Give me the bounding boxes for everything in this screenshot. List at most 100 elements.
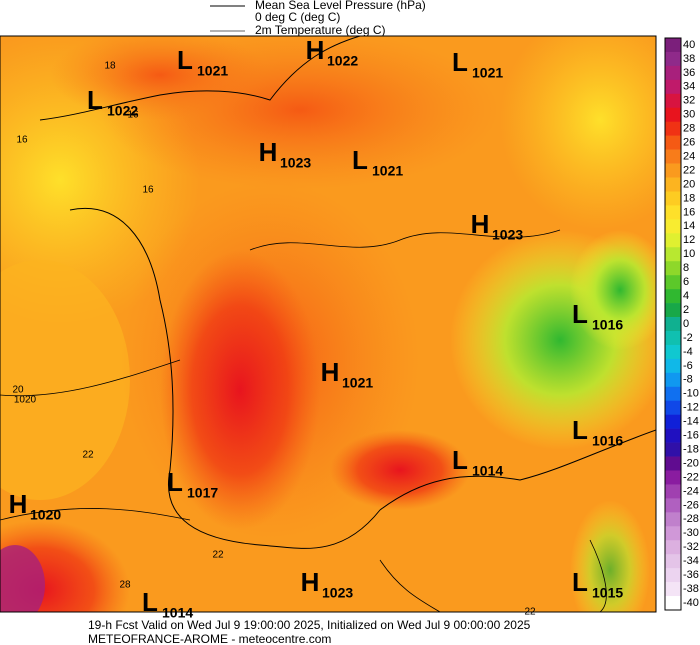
pressure-center: H 1023 xyxy=(259,137,312,171)
colorbar-tick-label: 2 xyxy=(683,304,689,316)
pressure-type: L xyxy=(452,47,468,77)
legend-label: 0 deg C (deg C) xyxy=(255,10,340,24)
pressure-type: L xyxy=(177,45,193,75)
pressure-value: 1021 xyxy=(472,65,503,81)
colorbar-tick-label: -2 xyxy=(683,332,693,344)
pressure-type: H xyxy=(321,357,340,387)
footer-text: 19-h Fcst Valid on Wed Jul 9 19:00:00 20… xyxy=(88,618,531,632)
colorbar-swatch xyxy=(665,93,681,109)
colorbar-tick-label: -10 xyxy=(683,388,699,400)
pressure-center: H 1023 xyxy=(471,209,524,243)
colorbar-tick-label: 28 xyxy=(683,123,695,135)
colorbar-tick-label: -26 xyxy=(683,499,699,511)
pressure-center: L 1021 xyxy=(352,145,403,179)
colorbar-tick-label: -30 xyxy=(683,527,699,539)
pressure-type: H xyxy=(471,209,490,239)
colorbar-tick-label: 36 xyxy=(683,67,695,79)
pressure-value: 1015 xyxy=(592,585,623,601)
colorbar-tick-label: -22 xyxy=(683,471,699,483)
pressure-center: L 1017 xyxy=(167,467,218,501)
colorbar-swatch xyxy=(665,191,681,206)
pressure-value: 1014 xyxy=(472,463,503,479)
colorbar-swatch xyxy=(665,275,681,290)
colorbar-tick-label: 30 xyxy=(683,109,695,121)
pressure-center: L 1021 xyxy=(452,47,503,81)
contour-label: 28 xyxy=(119,580,131,591)
colorbar-swatch xyxy=(665,442,681,457)
colorbar-tick-label: 18 xyxy=(683,192,695,204)
colorbar-tick-label: -14 xyxy=(683,416,699,428)
colorbar-tick-label: 4 xyxy=(683,290,689,302)
colorbar-swatch xyxy=(665,107,681,123)
contour-label: 22 xyxy=(82,450,94,461)
colorbar-frame xyxy=(664,37,682,611)
colorbar-tick-label: -8 xyxy=(683,374,693,386)
colorbar-swatch xyxy=(665,540,681,555)
colorbar-tick-label: 24 xyxy=(683,150,695,162)
pressure-center: H 1021 xyxy=(321,357,374,391)
pressure-type: H xyxy=(306,35,325,65)
contour-label: 16 xyxy=(142,185,154,196)
pressure-type: L xyxy=(572,299,588,329)
pressure-value: 1021 xyxy=(342,375,373,391)
legend: Mean Sea Level Pressure (hPa) 0 deg C (d… xyxy=(210,0,426,37)
colorbar-tick-label: -12 xyxy=(683,402,699,414)
pressure-value: 1023 xyxy=(322,585,353,601)
legend-label: Mean Sea Level Pressure (hPa) xyxy=(255,0,426,12)
colorbar-tick-label: 8 xyxy=(683,262,689,274)
colorbar-swatch xyxy=(665,289,681,304)
colorbar-swatch xyxy=(665,400,681,415)
colorbar-swatch xyxy=(665,261,681,276)
colorbar-tick-label: 0 xyxy=(683,318,689,330)
colorbar-swatch xyxy=(665,38,681,53)
colorbar-tick-label: -6 xyxy=(683,360,693,372)
pressure-value: 1017 xyxy=(187,485,218,501)
colorbar-swatch xyxy=(665,582,681,597)
colorbar-swatch xyxy=(665,303,681,318)
colorbar-swatch xyxy=(665,121,681,136)
footer-text: METEOFRANCE-AROME - meteocentre.com xyxy=(88,632,331,645)
contour-label: 18 xyxy=(104,61,116,72)
colorbar-swatch xyxy=(665,554,681,569)
pressure-center: H 1020 xyxy=(9,489,62,523)
colorbar-tick-label: 6 xyxy=(683,276,689,288)
legend-label: 2m Temperature (deg C) xyxy=(255,23,386,37)
colorbar-tick-label: 38 xyxy=(683,53,695,65)
colorbar-swatch xyxy=(665,247,681,262)
pressure-type: H xyxy=(259,137,278,167)
colorbar-tick-label: -20 xyxy=(683,457,699,469)
colorbar-swatch xyxy=(665,568,681,583)
contour-label: 22 xyxy=(524,607,536,618)
pressure-type: L xyxy=(87,85,103,115)
colorbar-swatch xyxy=(665,512,681,527)
pressure-type: L xyxy=(142,587,158,617)
colorbar-swatch xyxy=(665,596,681,611)
pressure-center: L 1016 xyxy=(572,299,623,333)
colorbar-swatch xyxy=(665,484,681,499)
colorbar-tick-label: -28 xyxy=(683,513,699,525)
contour-label: 22 xyxy=(212,550,224,561)
colorbar-swatch xyxy=(665,372,681,388)
pressure-value: 1014 xyxy=(162,605,193,621)
colorbar-swatch xyxy=(665,163,681,178)
colorbar-swatch xyxy=(665,470,681,485)
colorbar-swatch xyxy=(665,330,681,346)
colorbar-tick-label: 40 xyxy=(683,39,695,51)
pressure-center: L 1016 xyxy=(572,415,623,449)
colorbar-tick-label: 34 xyxy=(683,81,695,93)
colorbar-tick-label: 14 xyxy=(683,220,695,232)
map xyxy=(0,36,656,612)
pressure-type: H xyxy=(9,489,28,519)
colorbar-swatch xyxy=(665,414,681,429)
colorbar-tick-label: -38 xyxy=(683,583,699,595)
pressure-type: L xyxy=(352,145,368,175)
colorbar-tick-label: 20 xyxy=(683,178,695,190)
pressure-value: 1021 xyxy=(197,63,228,79)
colorbar-tick-label: 32 xyxy=(683,95,695,107)
pressure-value: 1023 xyxy=(280,155,311,171)
pressure-type: L xyxy=(572,567,588,597)
colorbar-swatch xyxy=(665,79,681,95)
colorbar-swatch xyxy=(665,317,681,332)
pressure-center: L 1014 xyxy=(142,587,193,621)
